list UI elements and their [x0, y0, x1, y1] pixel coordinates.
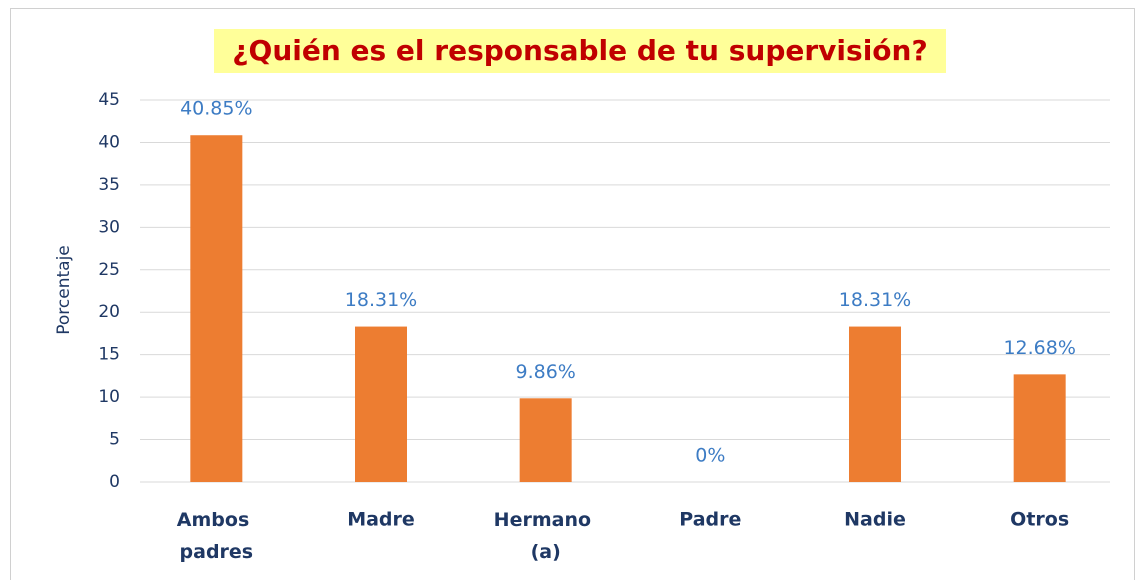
y-tick-label: 45 [98, 90, 120, 110]
x-tick-label: Hermano (a) [494, 509, 598, 563]
y-tick-label: 30 [98, 217, 120, 237]
y-tick-label: 5 [109, 430, 120, 450]
bar [190, 135, 243, 482]
x-tick-label: Nadie [844, 509, 906, 531]
chart-title: ¿Quién es el responsable de tu supervisi… [232, 34, 927, 67]
x-tick-label: Otros [1010, 509, 1069, 531]
x-tick-label: Ambos padres [177, 509, 256, 563]
data-label: 9.86% [515, 361, 575, 383]
y-tick-label: 25 [98, 260, 120, 280]
title-highlight [214, 29, 946, 73]
y-tick-label: 0 [109, 472, 120, 492]
data-label: 12.68% [1003, 337, 1075, 359]
bar [519, 398, 572, 482]
chart-border [10, 8, 1135, 580]
y-tick-label: 40 [98, 132, 120, 152]
data-label: 18.31% [839, 289, 911, 311]
data-label: 40.85% [180, 98, 252, 120]
data-label: 0% [695, 445, 725, 467]
data-label: 18.31% [345, 289, 417, 311]
y-tick-label: 15 [98, 345, 120, 365]
bar [1013, 374, 1066, 482]
y-axis-label: Porcentaje [54, 245, 74, 335]
y-tick-label: 10 [98, 387, 120, 407]
x-tick-label: Madre [347, 509, 415, 531]
bar [849, 326, 901, 482]
bar [355, 326, 407, 482]
x-tick-label: Padre [679, 509, 741, 531]
y-tick-label: 35 [98, 175, 120, 195]
y-tick-label: 20 [98, 302, 120, 322]
